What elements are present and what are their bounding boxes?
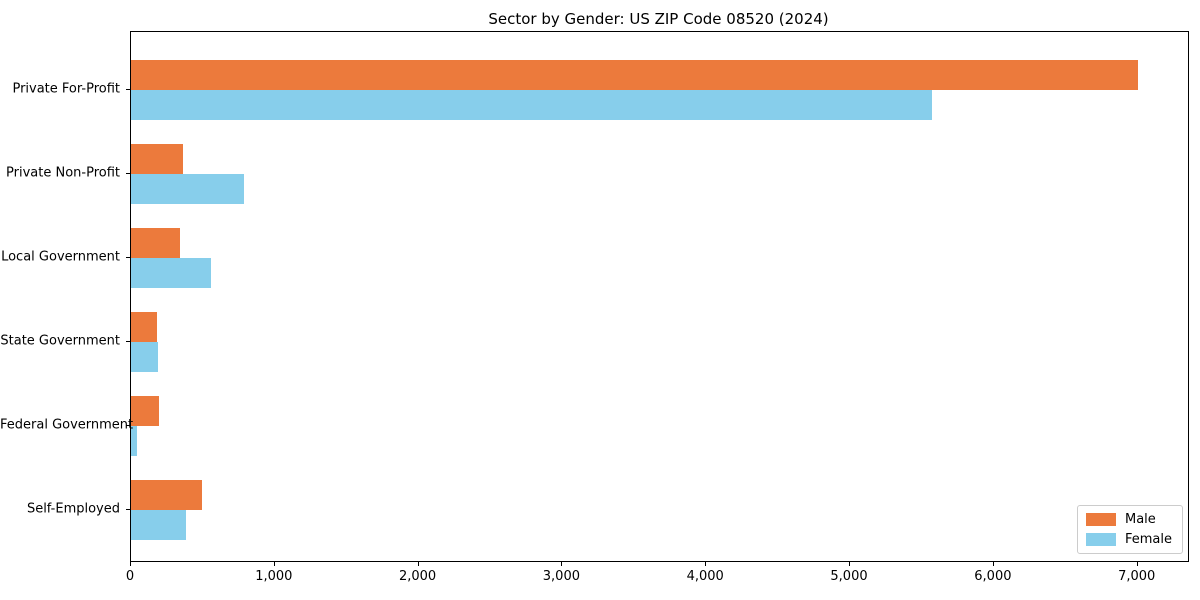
bar-female-state-government	[131, 342, 159, 372]
legend-label-female: Female	[1124, 532, 1172, 547]
ytick-label: Private For-Profit	[12, 81, 120, 97]
xtick-label: 2,000	[398, 569, 437, 584]
xtick-mark	[130, 562, 131, 566]
ytick-mark	[126, 425, 130, 426]
female-swatch-icon	[1085, 533, 1116, 546]
xtick-mark	[561, 562, 563, 566]
bar-male-state-government	[131, 312, 157, 342]
legend-label-male: Male	[1124, 512, 1156, 527]
xtick-label: 7,000	[1118, 569, 1156, 584]
bar-female-self-employed	[131, 510, 187, 540]
ytick-mark	[126, 89, 130, 90]
ytick-mark	[126, 257, 130, 258]
ytick-mark	[126, 509, 130, 510]
ytick-label: Local Government	[1, 249, 120, 265]
ytick-mark	[126, 173, 130, 174]
bar-male-self-employed	[131, 480, 202, 510]
bar-male-private-for-profit	[131, 60, 1138, 90]
bar-male-private-non-profit	[131, 144, 183, 174]
xtick-mark	[417, 562, 419, 566]
bar-female-federal-government	[131, 426, 137, 456]
xtick-label: 3,000	[542, 569, 580, 584]
xtick-label: 1,000	[255, 569, 293, 584]
xtick-mark	[705, 562, 707, 566]
plot-area: Male Female	[130, 31, 1189, 562]
ytick-mark	[126, 341, 130, 342]
ytick-label: State Government	[0, 333, 120, 349]
ytick-label: Self-Employed	[26, 501, 120, 517]
bar-male-local-government	[131, 228, 180, 258]
bar-female-private-for-profit	[131, 90, 932, 120]
bar-female-local-government	[131, 258, 211, 288]
xtick-label: 4,000	[686, 569, 724, 584]
bar-male-federal-government	[131, 396, 159, 426]
xtick-mark	[1136, 562, 1138, 566]
male-swatch-icon	[1085, 513, 1116, 526]
ytick-label: Private Non-Profit	[6, 165, 120, 181]
xtick-mark	[273, 562, 275, 566]
bar-female-private-non-profit	[131, 174, 244, 204]
legend-entry-male: Male	[1085, 512, 1172, 527]
xtick-label: 0	[125, 569, 135, 584]
chart-title: Sector by Gender: US ZIP Code 08520 (202…	[488, 10, 829, 28]
legend-entry-female: Female	[1085, 532, 1172, 547]
xtick-label: 5,000	[830, 569, 868, 584]
xtick-mark	[849, 562, 850, 566]
xtick-label: 6,000	[974, 569, 1012, 584]
xtick-mark	[992, 562, 994, 566]
legend: Male Female	[1076, 505, 1183, 554]
ytick-label: Federal Government	[0, 417, 134, 433]
